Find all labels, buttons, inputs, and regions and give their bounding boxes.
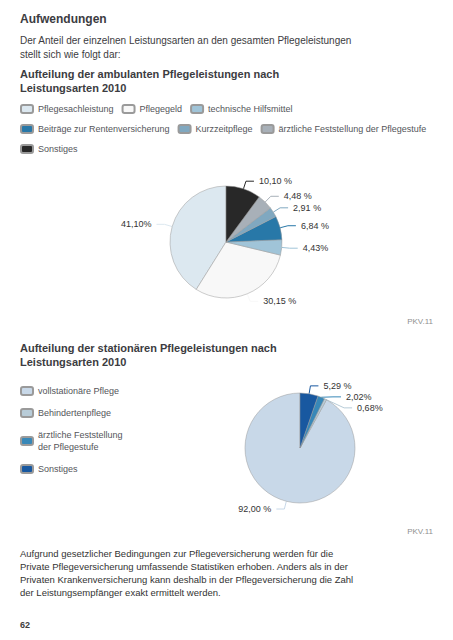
svg-text:30,15 %: 30,15 % <box>263 296 296 306</box>
svg-text:vollstationäre Pflege: vollstationäre Pflege <box>38 386 119 396</box>
svg-text:Aufgrund gesetzlicher Bedingun: Aufgrund gesetzlicher Bedingungen zur Pf… <box>20 548 333 559</box>
svg-text:Kurzzeitpflege: Kurzzeitpflege <box>196 124 253 134</box>
svg-text:Der Anteil der einzelnen Leist: Der Anteil der einzelnen Leistungsarten … <box>20 35 351 46</box>
svg-text:Pflegegeld: Pflegegeld <box>140 104 183 114</box>
svg-text:Aufteilung der stationären Pfl: Aufteilung der stationären Pflegeleistun… <box>20 342 277 354</box>
svg-text:ärztliche Feststellung der Pfl: ärztliche Feststellung der Pflegestufe <box>279 124 427 134</box>
svg-text:6,84 %: 6,84 % <box>301 221 329 231</box>
svg-text:Privaten Krankenversicherung k: Privaten Krankenversicherung kann deshal… <box>20 574 353 585</box>
svg-text:62: 62 <box>20 620 30 630</box>
svg-text:Leistungsarten 2010: Leistungsarten 2010 <box>20 356 126 368</box>
svg-text:Sonstiges: Sonstiges <box>38 464 78 474</box>
svg-text:2,91 %: 2,91 % <box>293 203 321 213</box>
svg-text:Sonstiges: Sonstiges <box>38 144 78 154</box>
svg-text:PKV.11: PKV.11 <box>407 527 433 536</box>
svg-text:5,29 %: 5,29 % <box>323 381 351 391</box>
svg-text:Aufteilung der ambulanten Pfle: Aufteilung der ambulanten Pflegeleistung… <box>20 68 279 80</box>
svg-text:stellt sich wie folgt dar:: stellt sich wie folgt dar: <box>20 49 121 60</box>
svg-text:10,10 %: 10,10 % <box>259 176 292 186</box>
svg-text:PKV.11: PKV.11 <box>407 317 433 326</box>
svg-text:Private Pflegeversicherung umf: Private Pflegeversicherung umfassende St… <box>20 561 348 572</box>
svg-text:2,02%: 2,02% <box>346 392 372 402</box>
svg-text:Behindertenpflege: Behindertenpflege <box>38 408 111 418</box>
svg-text:41,10%: 41,10% <box>121 219 152 229</box>
svg-text:Pflegesachleistung: Pflegesachleistung <box>38 104 114 114</box>
svg-text:Aufwendungen: Aufwendungen <box>20 12 107 26</box>
svg-text:4,48 %: 4,48 % <box>284 191 312 201</box>
svg-text:4,43%: 4,43% <box>303 243 329 253</box>
svg-text:der Leistungsempfänger exakt e: der Leistungsempfänger exakt ermittelt w… <box>20 587 221 598</box>
svg-text:technische Hilfsmittel: technische Hilfsmittel <box>208 104 293 114</box>
svg-text:Leistungsarten 2010: Leistungsarten 2010 <box>20 82 126 94</box>
svg-text:92,00 %: 92,00 % <box>238 504 271 514</box>
svg-text:der Pflegestufe: der Pflegestufe <box>38 442 99 452</box>
svg-text:ärztliche Feststellung: ärztliche Feststellung <box>38 430 123 440</box>
svg-text:Beiträge zur Rentenversicherun: Beiträge zur Rentenversicherung <box>38 124 170 134</box>
svg-text:0,68%: 0,68% <box>357 403 383 413</box>
